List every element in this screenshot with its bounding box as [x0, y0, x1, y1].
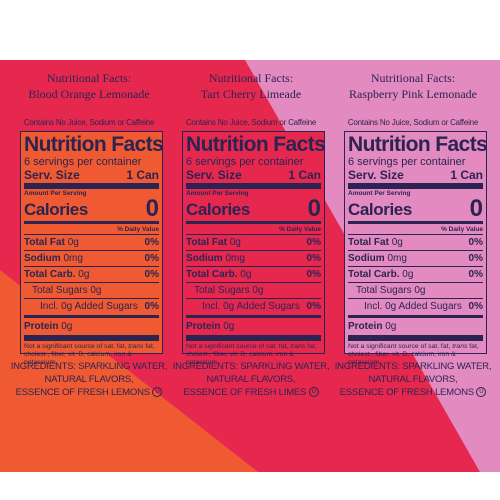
- ingredients-line-3: ESSENCE OF FRESH LEMONS U: [328, 386, 498, 399]
- ingredients: INGREDIENTS: SPARKLING WATER, NATURAL FL…: [328, 360, 498, 399]
- ingredients-line-2: NATURAL FLAVORS,: [368, 374, 458, 385]
- medium-rule: [24, 221, 159, 224]
- heading-line-1: Nutritional Facts:: [46, 71, 132, 85]
- heading-line-2: Raspberry Pink Lemonade: [349, 87, 477, 101]
- row-total-fat: Total Fat 0g 0%: [24, 234, 159, 250]
- serving-size-label: Serv. Size: [348, 168, 404, 182]
- daily-value-header: % Daily Value: [279, 226, 321, 233]
- nutrition-label: Nutrition Facts 6 servings per container…: [344, 131, 488, 366]
- thick-rule-2: [348, 335, 483, 341]
- thick-rule-2: [186, 335, 321, 341]
- heading-line-2: Blood Orange Lemonade: [28, 87, 150, 101]
- panel-heading: Nutritional Facts: Blood Orange Lemonade: [4, 70, 174, 102]
- row-total-sugars: Total Sugars 0g: [186, 282, 321, 298]
- calories-label: Calories: [186, 200, 250, 219]
- row-protein: Protein 0g: [348, 321, 397, 332]
- ingredients: INGREDIENTS: SPARKLING WATER, NATURAL FL…: [166, 360, 336, 399]
- ingredients-line-1: INGREDIENTS: SPARKLING WATER,: [172, 361, 330, 372]
- nutrition-label: Nutrition Facts 6 servings per container…: [182, 131, 326, 366]
- nutrition-label: Nutrition Facts 6 servings per container…: [20, 131, 164, 366]
- nutrition-facts-title: Nutrition Facts: [24, 133, 164, 156]
- panel-heading: Nutritional Facts: Tart Cherry Limeade: [166, 70, 336, 102]
- calories-value: 0: [469, 195, 483, 222]
- ingredients-line-3: ESSENCE OF FRESH LEMONS U: [4, 386, 174, 399]
- row-total-fat: Total Fat 0g 0%: [348, 234, 483, 250]
- row-total-carb: Total Carb. 0g 0%: [348, 266, 483, 282]
- footnote: Not a significant source of sat. fat, tr…: [186, 343, 317, 367]
- row-total-carb: Total Carb. 0g 0%: [186, 266, 321, 282]
- kosher-symbol-icon: U: [152, 387, 163, 398]
- row-added-sugars: Incl. 0g Added Sugars 0%: [24, 298, 159, 314]
- medium-rule-2: [24, 315, 159, 318]
- footnote: Not a significant source of sat. fat, tr…: [24, 343, 155, 367]
- panel-tart-cherry-limeade: Nutritional Facts: Tart Cherry Limeade C…: [166, 60, 336, 472]
- thick-rule: [186, 183, 321, 189]
- thick-rule-2: [24, 335, 159, 341]
- nutrition-facts-title: Nutrition Facts: [348, 133, 488, 156]
- medium-rule-2: [186, 315, 321, 318]
- thick-rule: [24, 183, 159, 189]
- ingredients: INGREDIENTS: SPARKLING WATER, NATURAL FL…: [4, 360, 174, 399]
- thick-rule: [348, 183, 483, 189]
- serving-size-value: 1 Can: [288, 168, 321, 182]
- serving-size-row: Serv. Size 1 Can: [348, 168, 483, 182]
- row-sodium: Sodium 0mg 0%: [348, 250, 483, 266]
- serving-size-label: Serv. Size: [186, 168, 242, 182]
- row-sodium: Sodium 0mg 0%: [186, 250, 321, 266]
- calories-label: Calories: [348, 200, 412, 219]
- servings-per-container: 6 servings per container: [24, 156, 142, 168]
- row-sodium: Sodium 0mg 0%: [24, 250, 159, 266]
- daily-value-header: % Daily Value: [117, 226, 159, 233]
- calories-row: Calories 0: [348, 195, 483, 222]
- contains-note: Contains No Juice, Sodium or Caffeine: [23, 118, 155, 127]
- medium-rule: [348, 221, 483, 224]
- row-added-sugars: Incl. 0g Added Sugars 0%: [186, 298, 321, 314]
- heading-line-2: Tart Cherry Limeade: [200, 87, 302, 101]
- serving-size-row: Serv. Size 1 Can: [186, 168, 321, 182]
- ingredients-line-1: INGREDIENTS: SPARKLING WATER,: [334, 361, 492, 372]
- calories-label: Calories: [24, 200, 88, 219]
- row-total-fat: Total Fat 0g 0%: [186, 234, 321, 250]
- daily-value-header: % Daily Value: [441, 226, 483, 233]
- amount-per-serving: Amount Per Serving: [24, 190, 87, 197]
- kosher-symbol-icon: U: [476, 387, 487, 398]
- servings-per-container: 6 servings per container: [186, 156, 304, 168]
- ingredients-line-2: NATURAL FLAVORS,: [44, 374, 134, 385]
- medium-rule-2: [348, 315, 483, 318]
- row-protein: Protein 0g: [24, 321, 73, 332]
- contains-note: Contains No Juice, Sodium or Caffeine: [347, 118, 479, 127]
- amount-per-serving: Amount Per Serving: [348, 190, 411, 197]
- serving-size-value: 1 Can: [450, 168, 483, 182]
- contains-note: Contains No Juice, Sodium or Caffeine: [185, 118, 317, 127]
- row-total-sugars: Total Sugars 0g: [24, 282, 159, 298]
- calories-value: 0: [307, 195, 321, 222]
- row-protein: Protein 0g: [186, 321, 235, 332]
- medium-rule: [186, 221, 321, 224]
- footnote: Not a significant source of sat. fat, tr…: [348, 343, 479, 367]
- row-total-sugars: Total Sugars 0g: [348, 282, 483, 298]
- calories-row: Calories 0: [186, 195, 321, 222]
- heading-line-1: Nutritional Facts:: [208, 71, 294, 85]
- serving-size-row: Serv. Size 1 Can: [24, 168, 159, 182]
- row-added-sugars: Incl. 0g Added Sugars 0%: [348, 298, 483, 314]
- servings-per-container: 6 servings per container: [348, 156, 466, 168]
- kosher-symbol-icon: U: [308, 387, 319, 398]
- calories-row: Calories 0: [24, 195, 159, 222]
- panel-blood-orange-lemonade: Nutritional Facts: Blood Orange Lemonade…: [4, 60, 174, 472]
- ingredients-line-2: NATURAL FLAVORS,: [206, 374, 296, 385]
- serving-size-value: 1 Can: [126, 168, 159, 182]
- nutrition-facts-title: Nutrition Facts: [186, 133, 326, 156]
- calories-value: 0: [145, 195, 159, 222]
- row-total-carb: Total Carb. 0g 0%: [24, 266, 159, 282]
- ingredients-line-3: ESSENCE OF FRESH LIMES U: [166, 386, 336, 399]
- serving-size-label: Serv. Size: [24, 168, 80, 182]
- panel-raspberry-pink-lemonade: Nutritional Facts: Raspberry Pink Lemona…: [328, 60, 498, 472]
- ingredients-line-1: INGREDIENTS: SPARKLING WATER,: [10, 361, 168, 372]
- panel-heading: Nutritional Facts: Raspberry Pink Lemona…: [328, 70, 498, 102]
- amount-per-serving: Amount Per Serving: [186, 190, 249, 197]
- heading-line-1: Nutritional Facts:: [370, 71, 456, 85]
